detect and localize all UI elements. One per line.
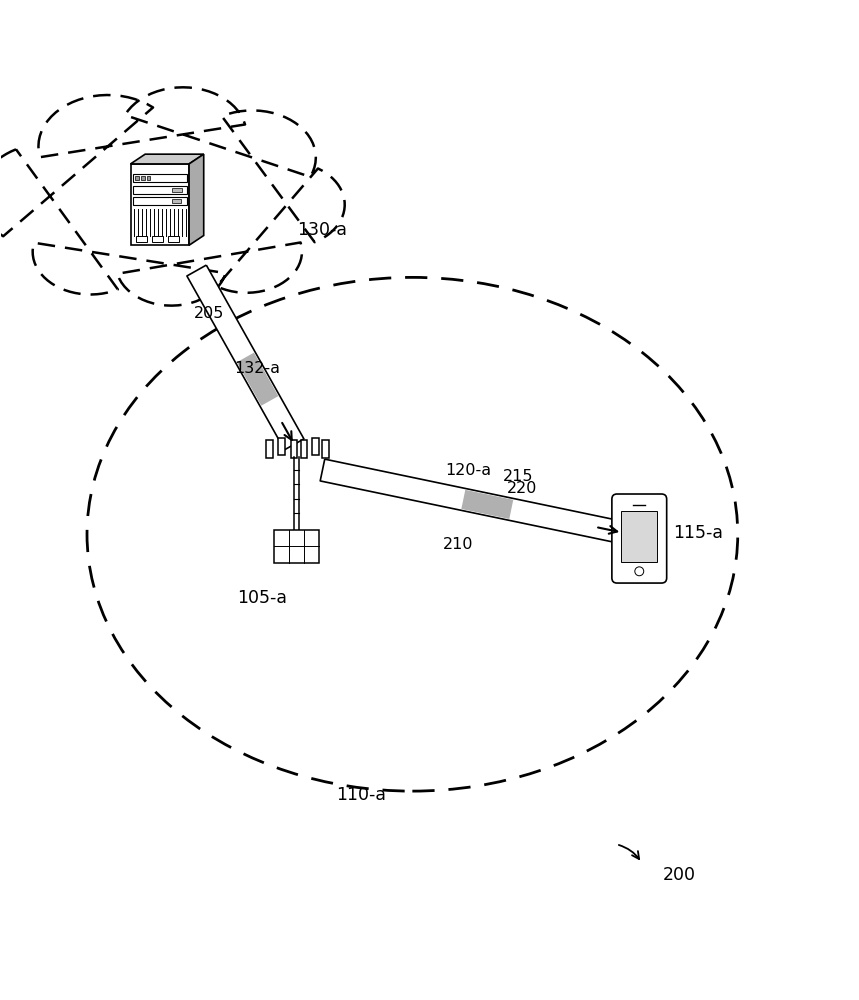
Bar — [172, 199, 181, 203]
Bar — [137, 236, 147, 242]
Polygon shape — [131, 154, 204, 164]
Text: 132-a: 132-a — [235, 361, 280, 376]
Text: 200: 200 — [662, 866, 696, 884]
Text: 115-a: 115-a — [673, 524, 723, 542]
Bar — [133, 186, 186, 194]
Text: 130-a: 130-a — [297, 221, 347, 239]
Text: 120-a: 120-a — [445, 463, 491, 478]
FancyBboxPatch shape — [612, 494, 667, 583]
Bar — [322, 440, 329, 458]
Polygon shape — [237, 353, 278, 406]
Bar — [133, 174, 186, 182]
Bar — [301, 440, 308, 458]
Polygon shape — [189, 154, 204, 245]
Polygon shape — [187, 265, 304, 450]
Bar — [172, 188, 182, 192]
Bar — [266, 440, 272, 458]
Bar — [141, 176, 144, 180]
Bar — [152, 236, 162, 242]
Text: 205: 205 — [194, 306, 224, 321]
Bar — [168, 236, 179, 242]
Text: 215: 215 — [503, 469, 533, 484]
Polygon shape — [461, 490, 514, 519]
Text: 210: 210 — [443, 537, 473, 552]
Bar — [135, 176, 138, 180]
Bar — [621, 511, 657, 562]
Bar — [274, 530, 320, 563]
Text: 110-a: 110-a — [336, 786, 386, 804]
Circle shape — [635, 567, 643, 576]
Polygon shape — [320, 459, 624, 543]
Bar — [290, 440, 297, 458]
Bar — [147, 176, 150, 180]
Text: 220: 220 — [507, 481, 537, 496]
Bar — [278, 438, 285, 455]
Bar — [131, 164, 189, 245]
Text: 105-a: 105-a — [238, 589, 288, 607]
Bar — [133, 197, 186, 205]
Bar — [313, 438, 319, 455]
